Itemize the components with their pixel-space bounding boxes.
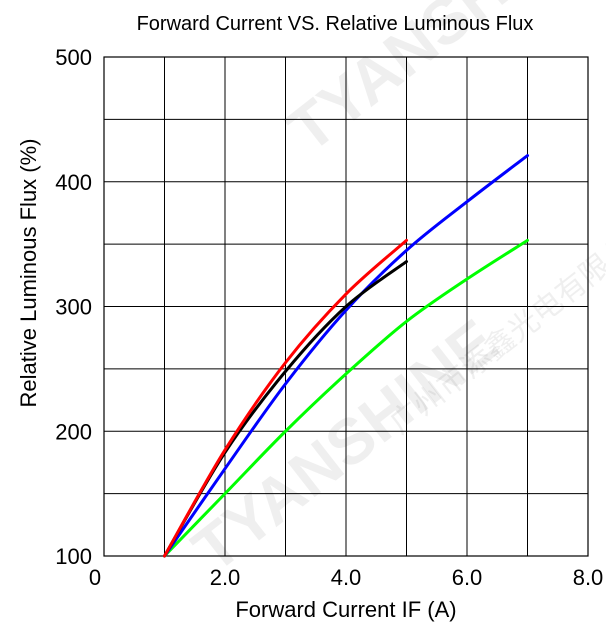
watermark-layer: TYANSHINE TYANSHINE 广州市添鑫光电有限公司 — [179, 0, 606, 586]
series-line-0 — [163, 238, 408, 558]
watermark-company-cn: 广州市添鑫光电有限公司 — [384, 211, 606, 440]
tick-labels: 100 200 300 400 500 0 2.0 4.0 6.0 8.0 — [55, 45, 603, 590]
y-tick-label: 200 — [55, 419, 92, 444]
y-axis-label: Relative Luminous Flux (%) — [16, 139, 41, 408]
y-tick-label: 300 — [55, 295, 92, 320]
x-axis-label: Forward Current IF (A) — [235, 597, 456, 622]
y-tick-label: 400 — [55, 170, 92, 195]
series-layer — [163, 154, 529, 558]
plot-frame — [103, 56, 589, 557]
y-tick-label: 500 — [55, 45, 92, 70]
y-tick-label: 100 — [55, 544, 92, 569]
x-tick-label: 4.0 — [331, 565, 362, 590]
x-tick-label: 8.0 — [573, 565, 604, 590]
x-tick-label: 6.0 — [452, 565, 483, 590]
x-tick-label: 2.0 — [210, 565, 241, 590]
chart-title: Forward Current VS. Relative Luminous Fl… — [137, 13, 534, 35]
series-line-3 — [163, 238, 529, 558]
series-line-2 — [163, 154, 529, 558]
x-tick-label: 0 — [89, 565, 101, 590]
